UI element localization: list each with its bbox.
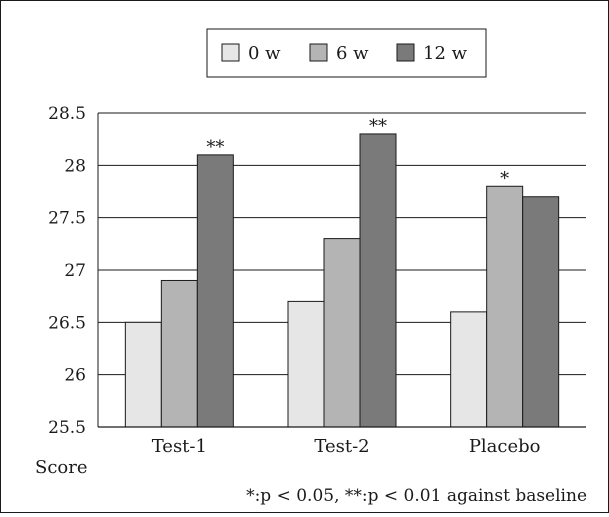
y-tick-label-26-5: 26.5 — [48, 313, 86, 333]
significance-marker-test-1: ** — [206, 137, 224, 158]
x-tick-label-test-2: Test-2 — [314, 436, 369, 457]
y-tick-label-26: 26 — [64, 366, 86, 386]
chart-footnote: *:p < 0.05, **:p < 0.01 against baseline — [246, 486, 587, 506]
y-axis-label: Score — [35, 457, 88, 478]
y-tick-label-25-5: 25.5 — [48, 418, 86, 438]
bar-test-1-0-w — [124, 321, 162, 428]
bar-test-1-6-w — [160, 279, 198, 428]
significance-marker-test-2: ** — [369, 116, 387, 137]
axes — [97, 113, 586, 428]
legend-swatch-6-w — [309, 43, 328, 62]
bar-placebo-12-w — [522, 196, 560, 428]
y-tick-label-27: 27 — [64, 261, 86, 281]
legend-label-12-w: 12 w — [423, 43, 468, 64]
legend-box — [206, 28, 487, 78]
chart-legend: 0 w 6 w 12 w — [206, 28, 487, 78]
significance-annotations: ***** — [206, 116, 509, 189]
legend-label-0-w: 0 w — [248, 43, 281, 64]
y-tick-label-27-5: 27.5 — [48, 209, 86, 229]
y-tick-label-28: 28 — [64, 156, 86, 176]
legend-swatch-12-w — [396, 43, 415, 62]
y-axis-ticks: 25.5 26 26.5 27 27.5 28 28.5 — [48, 104, 86, 438]
bar-test-1-12-w — [196, 154, 234, 428]
x-tick-label-test-1: Test-1 — [152, 436, 207, 457]
significance-marker-placebo: * — [500, 168, 509, 189]
bar-placebo-0-w — [450, 311, 488, 428]
bar-test-2-12-w — [359, 133, 397, 428]
bar-test-2-0-w — [287, 300, 325, 428]
legend-swatch-0-w — [221, 43, 240, 62]
x-axis-labels: Test-1 Test-2 Placebo — [152, 436, 541, 457]
y-tick-label-28-5: 28.5 — [48, 104, 86, 124]
legend-label-6-w: 6 w — [336, 43, 369, 64]
bars — [124, 133, 560, 428]
bar-test-2-6-w — [323, 238, 361, 428]
bar-placebo-6-w — [486, 185, 524, 428]
x-tick-label-placebo: Placebo — [469, 436, 541, 457]
